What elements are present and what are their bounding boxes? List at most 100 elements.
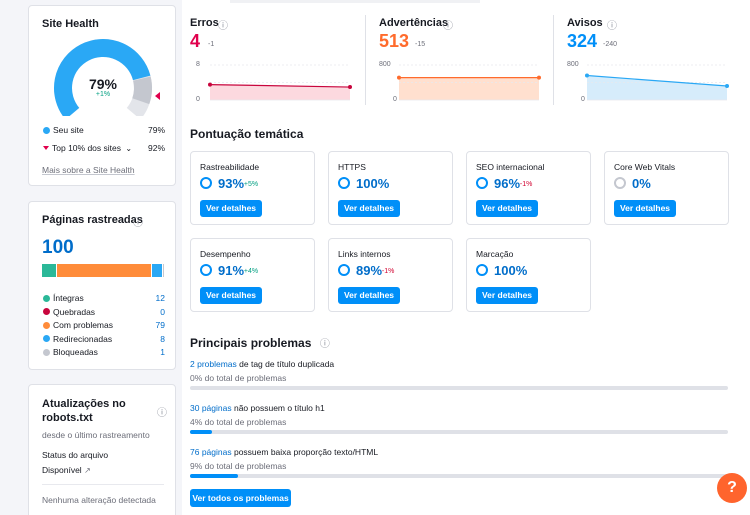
issue-share: 4% do total de problemas <box>190 417 287 427</box>
thematic-card-percent: 89% <box>356 263 383 278</box>
legend-top-sites-label: Top 10% dos sites <box>52 143 121 153</box>
robots-divider <box>42 484 164 485</box>
issue-description: 76 páginas possuem baixa proporção texto… <box>190 447 378 457</box>
site-health-gauge <box>54 39 152 116</box>
metric-delta: -1 <box>208 41 215 48</box>
info-icon[interactable]: ⓘ <box>157 408 167 419</box>
thematic-card-percent: 96% <box>494 176 521 191</box>
metric-title: Erros <box>190 17 219 29</box>
info-icon[interactable]: ⓘ <box>133 218 143 229</box>
crawled-row-label: Íntegras <box>53 293 84 303</box>
status-dot <box>43 294 50 302</box>
crawled-pages-title: Páginas rastreadas <box>42 214 143 226</box>
crawled-bar-segment[interactable] <box>57 264 152 277</box>
crawled-row-value[interactable]: 0 <box>160 306 165 317</box>
robots-title: Atualizações no robots.txt <box>42 398 126 424</box>
score-ring-icon <box>476 177 488 189</box>
legend-top-sites[interactable]: Top 10% dos sites ⌄ 92% <box>43 143 165 153</box>
metric-value[interactable]: 4 <box>190 31 201 51</box>
view-details-button[interactable]: Ver detalhes <box>200 200 262 217</box>
crawled-row-label: Quebradas <box>53 306 96 317</box>
view-details-button[interactable]: Ver detalhes <box>476 200 538 217</box>
chevron-down-icon[interactable]: ⌄ <box>125 144 133 153</box>
thematic-card-name: Desempenho <box>200 249 251 259</box>
help-button[interactable]: ? <box>717 473 747 503</box>
info-icon[interactable]: ⓘ <box>607 21 617 32</box>
site-health-link[interactable]: Mais sobre a Site Health <box>42 165 135 175</box>
issue-link[interactable]: 2 problemas <box>190 359 237 369</box>
issue-text: possuem baixa proporção texto/HTML <box>233 447 379 457</box>
thematic-card-percent: 100% <box>356 176 390 191</box>
axis-top-label: 8 <box>196 61 200 68</box>
crawled-row-label: Redirecionadas <box>53 333 113 344</box>
crawled-row-value[interactable]: 12 <box>155 293 165 303</box>
crawled-row: Íntegras 12 <box>43 293 165 303</box>
crawled-pages-card: Páginas rastreadas ⓘ 100 Íntegras 12 Quebr… <box>28 201 176 370</box>
issue-share: 9% do total de problemas <box>190 461 287 471</box>
your-site-dot <box>43 126 50 134</box>
gauge-top-sites <box>132 76 152 105</box>
thematic-card: Core Web Vitals 0% Ver detalhes <box>604 151 729 225</box>
top-marker-icon <box>155 92 160 100</box>
metric-value[interactable]: 324 <box>567 31 598 51</box>
robots-since: desde o último rastreamento <box>42 430 150 440</box>
view-details-button[interactable]: Ver detalhes <box>614 200 676 217</box>
thematic-card: Marcação 100% Ver detalhes <box>466 238 591 312</box>
score-ring-icon <box>614 177 626 189</box>
view-all-issues-button[interactable]: Ver todos os problemas <box>190 489 291 507</box>
issue-progress-track <box>190 430 728 434</box>
thematic-card-name: Core Web Vitals <box>614 162 676 172</box>
crawled-row: Redirecionadas 8 <box>43 334 165 344</box>
issues-title: Principais problemas <box>190 336 312 350</box>
issue-text: não possuem o título h1 <box>233 403 325 413</box>
info-icon[interactable]: ⓘ <box>218 21 228 32</box>
crawled-row-value[interactable]: 8 <box>160 333 165 344</box>
issue-link[interactable]: 30 páginas <box>190 403 232 413</box>
view-details-button[interactable]: Ver detalhes <box>476 287 538 304</box>
status-dot <box>43 348 50 356</box>
issue-description: 30 páginas não possuem o título h1 <box>190 403 325 413</box>
axis-bottom-label: 0 <box>196 96 200 103</box>
metric-value[interactable]: 513 <box>379 31 410 51</box>
issue-description: 2 problemas de tag de título duplicada <box>190 359 334 369</box>
crawled-row-value[interactable]: 79 <box>155 320 165 330</box>
thematic-card-delta: -1% <box>381 268 395 275</box>
issue-progress-track <box>190 386 728 390</box>
legend-your-site-value: 79% <box>147 125 165 135</box>
robots-status-value[interactable]: Disponível ↗ <box>42 465 91 475</box>
score-ring-icon <box>200 177 212 189</box>
thematic-card-name: Links internos <box>338 249 391 259</box>
thematic-card-delta: -1% <box>519 181 533 188</box>
issue-progress-fill <box>190 430 212 434</box>
crawled-bar-segment[interactable] <box>152 264 162 277</box>
thematic-card: HTTPS 100% Ver detalhes <box>328 151 453 225</box>
metric-divider <box>553 15 554 105</box>
thematic-card-name: Rastreabilidade <box>200 162 260 172</box>
issue-text: de tag de título duplicada <box>239 359 335 369</box>
crawled-bar-segment[interactable] <box>162 264 164 277</box>
view-details-button[interactable]: Ver detalhes <box>338 200 400 217</box>
axis-bottom-label: 0 <box>581 96 585 103</box>
issue-share: 0% do total de problemas <box>190 373 287 383</box>
site-health-change: +1% <box>95 91 111 98</box>
thematic-card-percent: 91% <box>218 263 245 278</box>
view-details-button[interactable]: Ver detalhes <box>200 287 262 304</box>
crawled-row: Quebradas 0 <box>43 307 165 317</box>
legend-your-site-label: Seu site <box>53 125 84 135</box>
thematic-card-percent: 100% <box>494 263 528 278</box>
robots-card: Atualizações no robots.txt ⓘ desde o últ… <box>28 384 176 515</box>
info-icon[interactable]: ⓘ <box>443 21 453 32</box>
metric-delta: -240 <box>603 41 618 48</box>
robots-status-text: Disponível <box>42 465 82 475</box>
status-dot <box>43 321 50 329</box>
crawled-bar-segment[interactable] <box>42 264 57 277</box>
info-icon[interactable]: ⓘ <box>319 339 330 350</box>
view-details-button[interactable]: Ver detalhes <box>338 287 400 304</box>
issue-link[interactable]: 76 páginas <box>190 447 232 457</box>
crawled-total[interactable]: 100 <box>42 237 74 258</box>
external-link-icon[interactable]: ↗ <box>84 466 91 475</box>
crawled-row-value[interactable]: 1 <box>160 347 165 357</box>
metric-title: Advertências <box>379 17 449 29</box>
status-dot <box>43 335 50 342</box>
gauge-your-site <box>54 39 151 116</box>
